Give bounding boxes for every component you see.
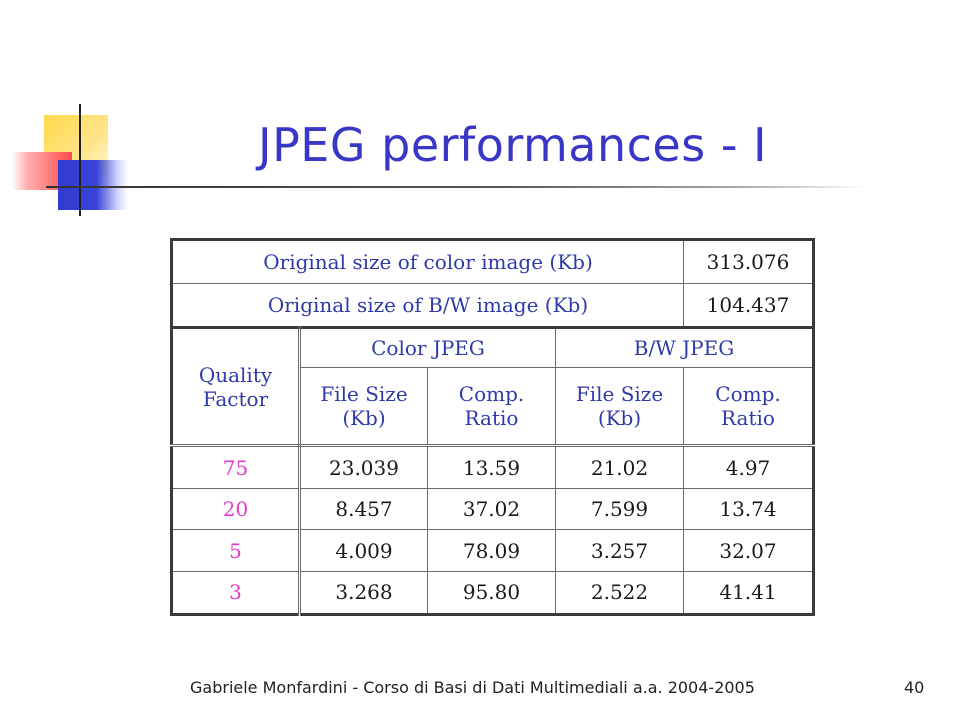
bw-comp-ratio-header: Comp. Ratio: [683, 367, 814, 447]
bw-file-size: 3.257: [555, 529, 684, 572]
bw-comp-ratio: 4.97: [683, 444, 814, 490]
bw-jpeg-header: B/W JPEG: [555, 327, 814, 368]
bw-file-size-header: File Size (Kb): [555, 367, 684, 447]
original-color-size-label: Original size of color image (Kb): [171, 239, 684, 284]
color-file-size: 4.009: [299, 529, 428, 572]
comp-ratio-line1: Comp.: [715, 382, 781, 406]
header-row-groups: Quality Factor Color JPEG B/W JPEG: [171, 327, 814, 447]
color-comp-ratio: 95.80: [427, 570, 556, 616]
color-jpeg-header: Color JPEG: [299, 327, 556, 368]
performance-table: Original size of color image (Kb) 313.07…: [170, 238, 815, 616]
color-comp-ratio: 37.02: [427, 488, 556, 531]
bw-file-size: 21.02: [555, 444, 684, 490]
original-bw-size-value: 104.437: [683, 283, 814, 328]
color-comp-ratio: 13.59: [427, 444, 556, 490]
table-row: 20 8.457 37.02 7.599 13.74: [171, 488, 814, 531]
quality-value: 75: [171, 444, 301, 490]
jpeg-results-table: Quality Factor Color JPEG B/W JPEG File …: [170, 326, 815, 616]
color-file-size: 23.039: [299, 444, 428, 490]
file-size-line1: File Size: [320, 382, 408, 406]
bw-file-size: 2.522: [555, 570, 684, 616]
file-size-line1: File Size: [575, 382, 664, 406]
original-color-size-value: 313.076: [683, 239, 814, 284]
bw-comp-ratio: 13.74: [683, 488, 814, 531]
page-number: 40: [904, 678, 925, 697]
quality-value: 20: [171, 488, 301, 531]
header-row-columns: File Size (Kb) Comp. Ratio File Size (Kb…: [172, 367, 814, 447]
decor-vertical-line: [79, 104, 81, 216]
table-row: Original size of color image (Kb) 313.07…: [171, 239, 814, 284]
decor-blue-square: [58, 160, 128, 210]
original-size-table: Original size of color image (Kb) 313.07…: [170, 238, 815, 329]
file-size-line2: (Kb): [597, 406, 642, 430]
color-file-size: 8.457: [299, 488, 428, 531]
file-size-line2: (Kb): [342, 406, 386, 430]
comp-ratio-line2: Ratio: [464, 406, 519, 430]
color-file-size-header: File Size (Kb): [299, 367, 428, 447]
table-row: 3 3.268 95.80 2.522 41.41: [171, 570, 814, 616]
quality-factor-header: Quality Factor: [171, 327, 301, 447]
bw-comp-ratio: 32.07: [683, 529, 814, 572]
quality-factor-line2: Factor: [202, 386, 269, 411]
quality-value: 5: [171, 529, 301, 572]
color-comp-ratio-header: Comp. Ratio: [427, 367, 556, 447]
bw-file-size: 7.599: [555, 488, 684, 531]
comp-ratio-line2: Ratio: [721, 406, 775, 430]
slide-title: JPEG performances - I: [258, 118, 768, 172]
original-bw-size-label: Original size of B/W image (Kb): [171, 283, 684, 328]
table-row: 5 4.009 78.09 3.257 32.07: [171, 529, 814, 572]
table-row: Original size of B/W image (Kb) 104.437: [171, 283, 814, 328]
color-file-size: 3.268: [299, 570, 428, 616]
bw-comp-ratio: 41.41: [683, 570, 814, 616]
quality-factor-line1: Quality: [198, 362, 273, 387]
slide-footer: Gabriele Monfardini - Corso di Basi di D…: [190, 678, 755, 697]
color-comp-ratio: 78.09: [427, 529, 556, 572]
quality-value: 3: [171, 570, 301, 616]
title-underline: [46, 186, 866, 188]
table-row: 75 23.039 13.59 21.02 4.97: [171, 444, 814, 490]
comp-ratio-line1: Comp.: [458, 382, 525, 406]
